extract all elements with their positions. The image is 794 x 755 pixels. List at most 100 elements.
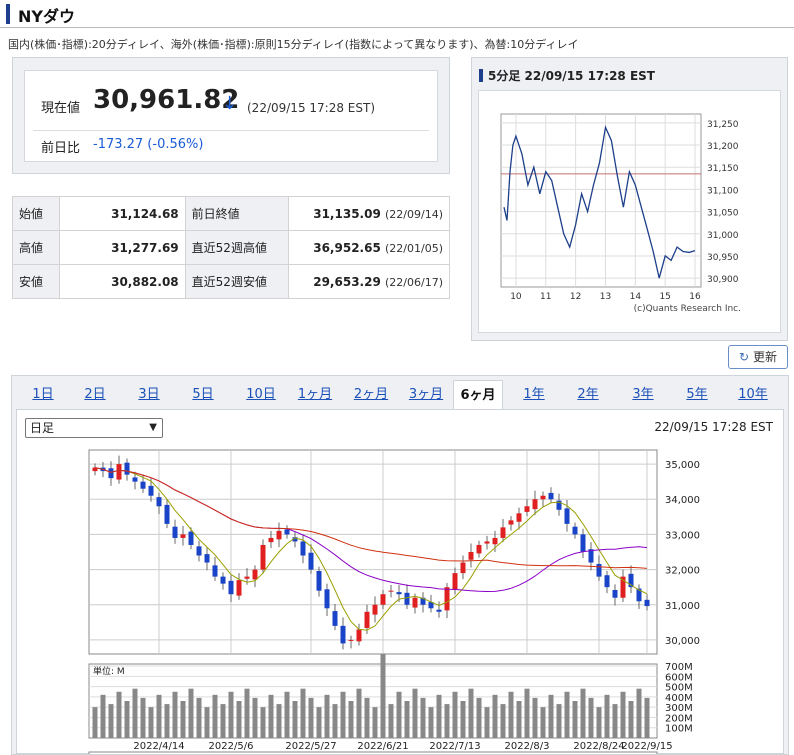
price-line: [503, 125, 696, 279]
tab-13[interactable]: 10年: [738, 387, 768, 402]
tab-1[interactable]: 2日: [84, 387, 106, 402]
volume-bar: [276, 704, 282, 738]
candle-body: [260, 544, 266, 570]
volume-bar: [244, 688, 250, 738]
volume-bar: [428, 707, 434, 738]
refresh-button[interactable]: ↻ 更新: [728, 345, 788, 369]
candle-body: [300, 541, 306, 556]
candle-body: [404, 592, 410, 605]
low52-cell: 29,653.29 (22/06/17): [288, 264, 450, 299]
candle-body: [396, 592, 402, 595]
tab-3[interactable]: 5日: [192, 387, 214, 402]
volume-bar: [596, 707, 602, 738]
volume-bar: [284, 691, 290, 738]
volume-bar: [236, 701, 242, 738]
candle-body: [452, 573, 458, 590]
prev-close-date: (22/09/14): [385, 207, 443, 221]
volume-bar: [212, 694, 218, 738]
volume-tick-label: 400M: [665, 693, 693, 704]
candle-period-value: 日足: [30, 421, 55, 435]
y-tick-label: 33,000: [665, 530, 700, 541]
tab-4[interactable]: 10日: [246, 387, 276, 402]
volume-bar: [324, 694, 330, 738]
x-tick-label: 2022/8/3: [505, 741, 550, 752]
intraday-chart-header: 5分足 22/09/15 17:28 EST: [479, 67, 655, 84]
volume-bar: [340, 691, 346, 738]
candle-body: [364, 611, 370, 628]
down-arrow-icon: ↓: [222, 93, 238, 114]
volume-bar: [524, 688, 530, 738]
volume-tick-label: 300M: [665, 703, 693, 714]
candle-body: [204, 554, 210, 563]
volume-bar: [148, 707, 154, 738]
candlestick-chart: 35,000 34,000 33,000 32,000 31,000 30,000 単位: …: [88, 449, 700, 754]
candle-body: [140, 481, 146, 489]
candle-body: [516, 513, 522, 522]
volume-bar: [100, 694, 106, 738]
chart-timestamp: 22/09/15 17:28 EST: [654, 420, 773, 434]
x-tick-label: 10: [510, 292, 522, 302]
candle-body: [428, 601, 434, 609]
candle-body: [476, 544, 482, 554]
volume-bar: [380, 653, 386, 738]
volume-tick-label: 700M: [665, 662, 693, 673]
y-tick-label: 31,050: [707, 209, 739, 219]
candle-body: [212, 565, 218, 577]
tab-2[interactable]: 3日: [138, 387, 160, 402]
change-label: 前日比: [41, 141, 81, 156]
tab-11[interactable]: 3年: [632, 387, 654, 402]
volume-bar: [396, 691, 402, 738]
tab-12[interactable]: 5年: [686, 387, 708, 402]
main-chart-area: 日足 ▼ 22/09/15 17:28 EST 35,000 34,000 33,00…: [16, 409, 784, 754]
candle-body: [196, 546, 202, 556]
volume-bar: [452, 691, 458, 738]
y-tick-label: 32,000: [665, 566, 700, 577]
candle-body: [308, 552, 314, 570]
volume-bar: [532, 697, 538, 738]
tab-5[interactable]: 1ヶ月: [297, 387, 333, 402]
candle-body: [180, 534, 186, 538]
x-tick-label: 2022/6/21: [357, 741, 408, 752]
x-tick-label: 2022/7/13: [429, 741, 480, 752]
table-row: 高値 31,277.69 直近52週高値 36,952.65 (22/01/05…: [12, 230, 450, 265]
volume-bar: [140, 697, 146, 738]
x-tick-label: 2022/5/27: [285, 741, 336, 752]
low-value: 30,882.08: [58, 264, 186, 299]
candle-body: [116, 464, 122, 480]
sma5-line: [94, 467, 648, 631]
tab-8[interactable]: 6ヶ月: [453, 380, 503, 410]
volume-tick-label: 200M: [665, 713, 693, 724]
intraday-chart-title: 5分足 22/09/15 17:28 EST: [488, 69, 655, 83]
candle-body: [620, 576, 626, 598]
volume-bar: [228, 691, 234, 738]
volume-bar: [604, 694, 610, 738]
volume-bar: [356, 688, 362, 738]
candle-body: [484, 541, 490, 544]
volume-bar: [612, 704, 618, 738]
volume-tick-label: 600M: [665, 672, 693, 683]
candle-body: [636, 588, 642, 602]
tab-7[interactable]: 3ヶ月: [408, 387, 444, 402]
volume-bar: [388, 704, 394, 738]
candle-period-select[interactable]: 日足 ▼: [25, 418, 163, 438]
volume-bar: [404, 701, 410, 738]
open-label: 始値: [12, 196, 60, 231]
tab-10[interactable]: 2年: [577, 387, 599, 402]
candle-body: [332, 611, 338, 626]
volume-bar: [508, 691, 514, 738]
candle-body: [588, 549, 594, 563]
candle-body: [164, 504, 170, 524]
volume-bar: [348, 701, 354, 738]
candle-body: [324, 589, 330, 609]
volume-bar: [436, 694, 442, 738]
volume-bar: [548, 694, 554, 738]
volume-bar: [332, 704, 338, 738]
tab-6[interactable]: 2ヶ月: [353, 387, 389, 402]
tab-0[interactable]: 1日: [32, 387, 54, 402]
x-tick-label: 2022/4/14: [133, 741, 184, 752]
tab-9[interactable]: 1年: [523, 387, 545, 402]
y-tick-label: 30,900: [707, 275, 739, 285]
candle-body: [148, 485, 154, 496]
candle-body: [188, 531, 194, 545]
y-tick-label: 31,000: [707, 231, 739, 241]
